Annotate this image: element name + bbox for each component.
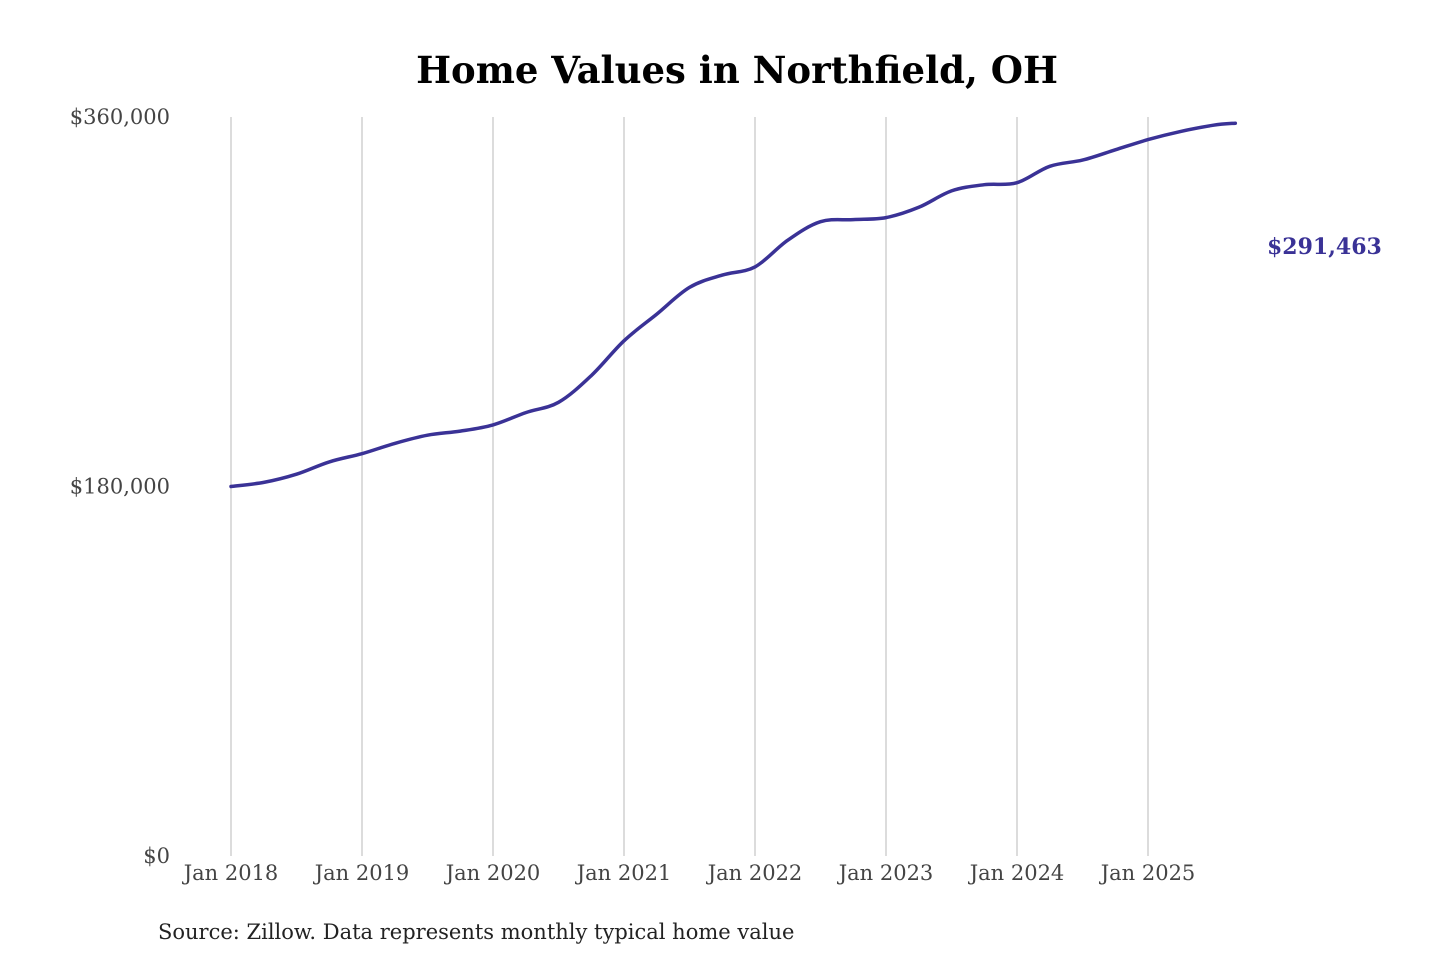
y-tick-labels: $360,000 $180,000 $0 — [70, 105, 170, 868]
x-gridlines — [230, 117, 1149, 856]
chart-title: Home Values in Northfield, OH — [416, 48, 1058, 92]
x-tick-label: Jan 2018 — [182, 861, 279, 885]
y-tick-label: $0 — [143, 844, 170, 868]
x-tick-label: Jan 2021 — [575, 861, 672, 885]
x-tick-labels: Jan 2018 Jan 2019 Jan 2020 Jan 2021 Jan 2022… — [182, 861, 1196, 885]
series-line — [229, 121, 1238, 489]
end-value-label: $291,463 — [1267, 234, 1382, 260]
x-tick-label: Jan 2022 — [706, 861, 803, 885]
x-tick-label: Jan 2024 — [968, 861, 1065, 885]
x-tick-label: Jan 2023 — [837, 861, 934, 885]
source-note: Source: Zillow. Data represents monthly … — [158, 920, 794, 944]
x-tick-label: Jan 2019 — [313, 861, 410, 885]
y-tick-label: $180,000 — [70, 475, 170, 499]
x-tick-label: Jan 2020 — [444, 861, 541, 885]
x-tick-label: Jan 2025 — [1099, 861, 1196, 885]
y-tick-label: $360,000 — [70, 105, 170, 129]
series — [229, 121, 1238, 489]
